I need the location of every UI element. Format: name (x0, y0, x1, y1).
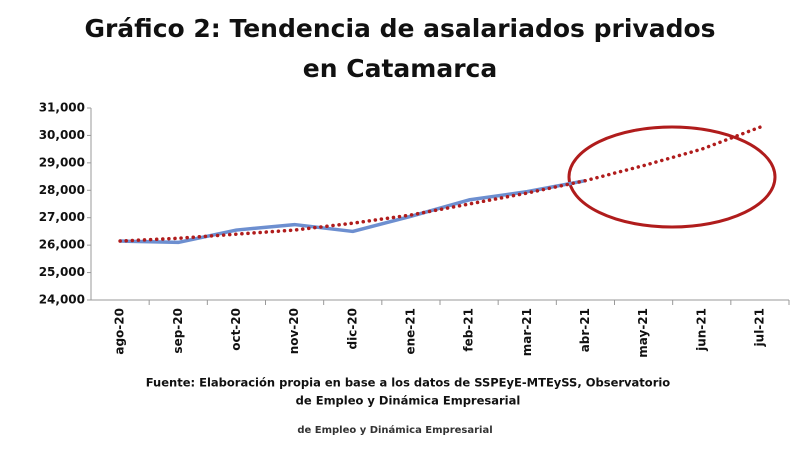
x-tick-label: dic-20 (345, 308, 359, 350)
x-tick-label: abr-21 (578, 308, 592, 352)
highlight-ellipse (567, 125, 777, 229)
chart-title: en Catamarca (303, 54, 497, 83)
x-tick-label: ene-21 (403, 308, 417, 355)
x-tick-label: jun-21 (694, 308, 708, 352)
y-tick-label: 25,000 (39, 265, 85, 279)
x-tick-label: mar-21 (520, 308, 534, 356)
data-line (120, 178, 586, 245)
x-tick-label: oct-20 (229, 308, 243, 351)
y-tick-label: 28,000 (39, 183, 85, 197)
y-tick-label: 30,000 (39, 128, 85, 142)
trend-line (118, 125, 762, 243)
source: Fuente: Elaboración propia en base a los… (146, 376, 671, 390)
x-tick-label: jul-21 (752, 308, 766, 347)
x-tick-label: feb-21 (462, 308, 476, 352)
y-tick-label: 31,000 (39, 101, 85, 115)
x-tick-label: ago-20 (113, 308, 127, 355)
y-tick-label: 27,000 (39, 210, 85, 224)
note: de Empleo y Dinámica Empresarial (297, 424, 492, 436)
source: de Empleo y Dinámica Empresarial (296, 394, 521, 408)
y-tick-label: 26,000 (39, 238, 85, 252)
x-tick-label: nov-20 (287, 308, 301, 354)
y-tick-label: 24,000 (39, 293, 85, 307)
chart-title: Gráfico 2: Tendencia de asalariados priv… (84, 14, 715, 43)
x-tick-label: may-21 (636, 308, 650, 358)
y-tick-label: 29,000 (39, 155, 85, 169)
x-tick-label: sep-20 (171, 308, 185, 354)
